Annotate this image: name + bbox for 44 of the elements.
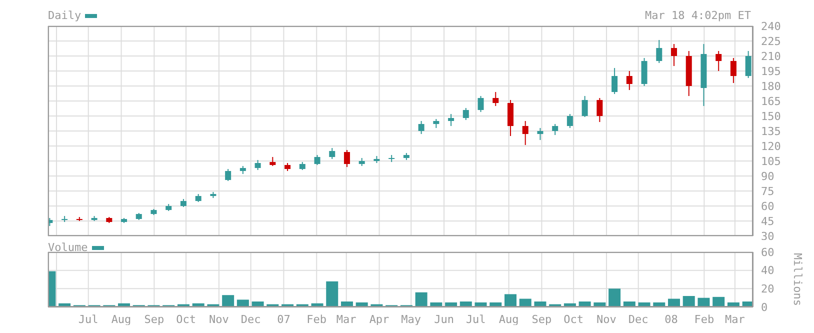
chart-title: Daily [48,9,82,22]
x-tick-label: May [401,312,422,326]
x-tick-label: Jul [78,312,98,326]
y-tick-label: 210 [761,50,781,63]
y-tick-label: 120 [761,140,781,153]
x-tick-label: Dec [628,312,648,326]
x-tick-label: 08 [664,312,678,326]
y-tick-label: 75 [761,184,774,198]
y-tick-label: 240 [761,20,781,33]
x-tick-label: Oct [176,312,196,326]
y-tick-label: 135 [761,124,781,138]
chart-title: Volume [48,241,88,254]
y-tick-label: 105 [761,154,781,168]
x-tick-label: Sep [532,312,552,326]
y-tick-label: 225 [761,34,781,48]
y-axis-title: Millions [791,253,804,306]
x-tick-label: Nov [596,312,617,326]
x-tick-label: Feb [694,312,714,326]
y-tick-label: 165 [761,94,781,108]
x-tick-label: Feb [306,312,327,326]
x-tick-label: Aug [498,312,519,326]
y-tick-label: 60 [761,200,774,213]
x-tick-label: 07 [277,312,290,326]
x-tick-label: Apr [369,312,390,326]
x-tick-label: Jun [434,312,454,326]
x-tick-label: Mar [336,312,357,326]
y-tick-label: 90 [761,170,774,183]
y-tick-label: 60 [761,246,774,259]
x-tick-label: Jul [466,312,486,326]
x-tick-label: Nov [209,312,230,326]
y-tick-label: 195 [761,64,781,78]
y-tick-label: 0 [761,300,768,314]
x-tick-label: Mar [725,312,746,326]
x-tick-label: Oct [564,312,584,326]
y-tick-label: 30 [761,230,774,243]
x-tick-label: Aug [111,312,132,326]
x-tick-label: Dec [240,312,261,326]
y-tick-label: 40 [761,264,774,278]
y-tick-label: 180 [761,80,781,93]
text: Mar 18 4:02pm ET [645,9,751,22]
x-tick-label: Sep [144,312,164,326]
y-tick-label: 150 [761,110,781,123]
y-tick-label: 45 [761,214,774,228]
y-tick-label: 20 [761,282,774,296]
